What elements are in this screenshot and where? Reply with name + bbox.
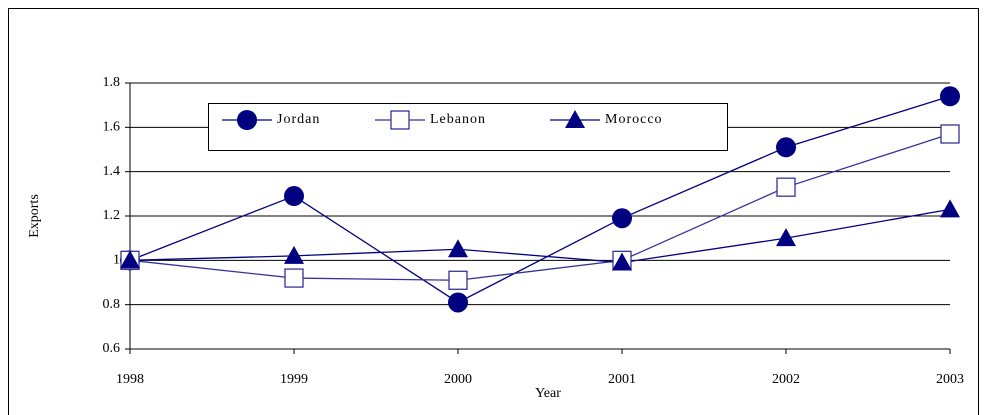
x-axis-label: Year — [535, 386, 561, 401]
y-tick-label: 1.8 — [103, 75, 121, 90]
data-point — [612, 252, 632, 271]
series-line — [129, 95, 951, 304]
y-tick-label: 1.2 — [103, 208, 121, 223]
x-tick-label: 2003 — [936, 372, 964, 387]
y-tick-label: 1 — [113, 253, 120, 268]
legend-marker — [237, 110, 257, 130]
data-point — [940, 199, 960, 218]
legend-label: Lebanon — [430, 112, 486, 127]
legend-marker — [565, 110, 585, 128]
data-point — [284, 186, 304, 207]
x-tick-label: 1999 — [280, 372, 308, 387]
data-point — [284, 268, 304, 288]
data-point — [940, 124, 960, 144]
data-point — [940, 86, 960, 107]
legend-box — [208, 103, 728, 151]
x-tick-label: 2002 — [772, 372, 800, 387]
data-point — [448, 292, 468, 313]
data-point — [776, 137, 796, 158]
y-tick-label: 0.8 — [103, 297, 121, 312]
y-tick-label: 0.6 — [103, 341, 121, 356]
data-point — [284, 245, 304, 264]
data-point — [776, 177, 796, 197]
x-tick-label: 2001 — [608, 372, 636, 387]
x-tick-label: 1998 — [116, 372, 144, 387]
series-line — [129, 133, 951, 281]
legend-label: Jordan — [277, 112, 320, 127]
data-point — [776, 228, 796, 247]
x-tick-label: 2000 — [444, 372, 472, 387]
legend-marker — [390, 110, 410, 130]
data-point — [120, 250, 140, 269]
data-point — [448, 270, 468, 290]
series-line — [129, 208, 951, 264]
data-point — [612, 208, 632, 229]
chart-frame — [8, 8, 979, 415]
y-tick-label: 1.6 — [103, 120, 121, 135]
legend-label: Morocco — [605, 112, 663, 127]
data-point — [448, 239, 468, 258]
y-axis-label: Exports — [27, 194, 42, 238]
y-tick-label: 1.4 — [103, 164, 121, 179]
